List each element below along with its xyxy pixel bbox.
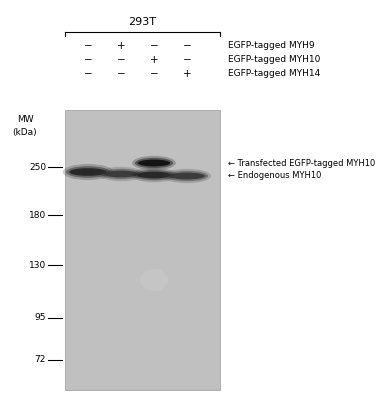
Text: −: − [183,55,191,65]
Ellipse shape [63,164,113,180]
Ellipse shape [101,169,141,179]
Ellipse shape [166,171,208,181]
Text: ← Endogenous MYH10: ← Endogenous MYH10 [228,170,321,180]
Text: 95: 95 [34,314,46,322]
Text: −: − [150,69,158,79]
Text: 293T: 293T [128,17,156,27]
Text: EGFP-tagged MYH9: EGFP-tagged MYH9 [228,42,315,50]
Ellipse shape [137,172,171,178]
Text: −: − [183,41,191,51]
Text: +: + [150,55,158,65]
Ellipse shape [140,269,168,291]
Text: −: − [117,55,125,65]
Text: EGFP-tagged MYH10: EGFP-tagged MYH10 [228,56,320,64]
Text: +: + [183,69,191,79]
Ellipse shape [163,169,211,183]
Ellipse shape [132,156,176,170]
Text: −: − [150,41,158,51]
Ellipse shape [134,170,174,180]
Text: 180: 180 [29,210,46,220]
Text: −: − [83,69,93,79]
Text: 250: 250 [29,162,46,172]
Text: EGFP-tagged MYH14: EGFP-tagged MYH14 [228,70,320,78]
Text: −: − [117,69,125,79]
Text: 72: 72 [34,356,46,364]
Text: (kDa): (kDa) [13,128,37,136]
Ellipse shape [69,168,107,176]
Ellipse shape [98,167,144,181]
Text: 130: 130 [29,260,46,270]
Text: MW: MW [17,116,33,124]
Ellipse shape [66,166,110,178]
Bar [65,110,220,390]
Ellipse shape [135,158,173,168]
Text: +: + [117,41,125,51]
Ellipse shape [169,173,205,179]
Text: −: − [83,41,93,51]
Ellipse shape [104,170,138,178]
Ellipse shape [138,160,170,166]
Text: ← Transfected EGFP-tagged MYH10: ← Transfected EGFP-tagged MYH10 [228,158,375,168]
Ellipse shape [131,168,177,182]
Text: −: − [83,55,93,65]
